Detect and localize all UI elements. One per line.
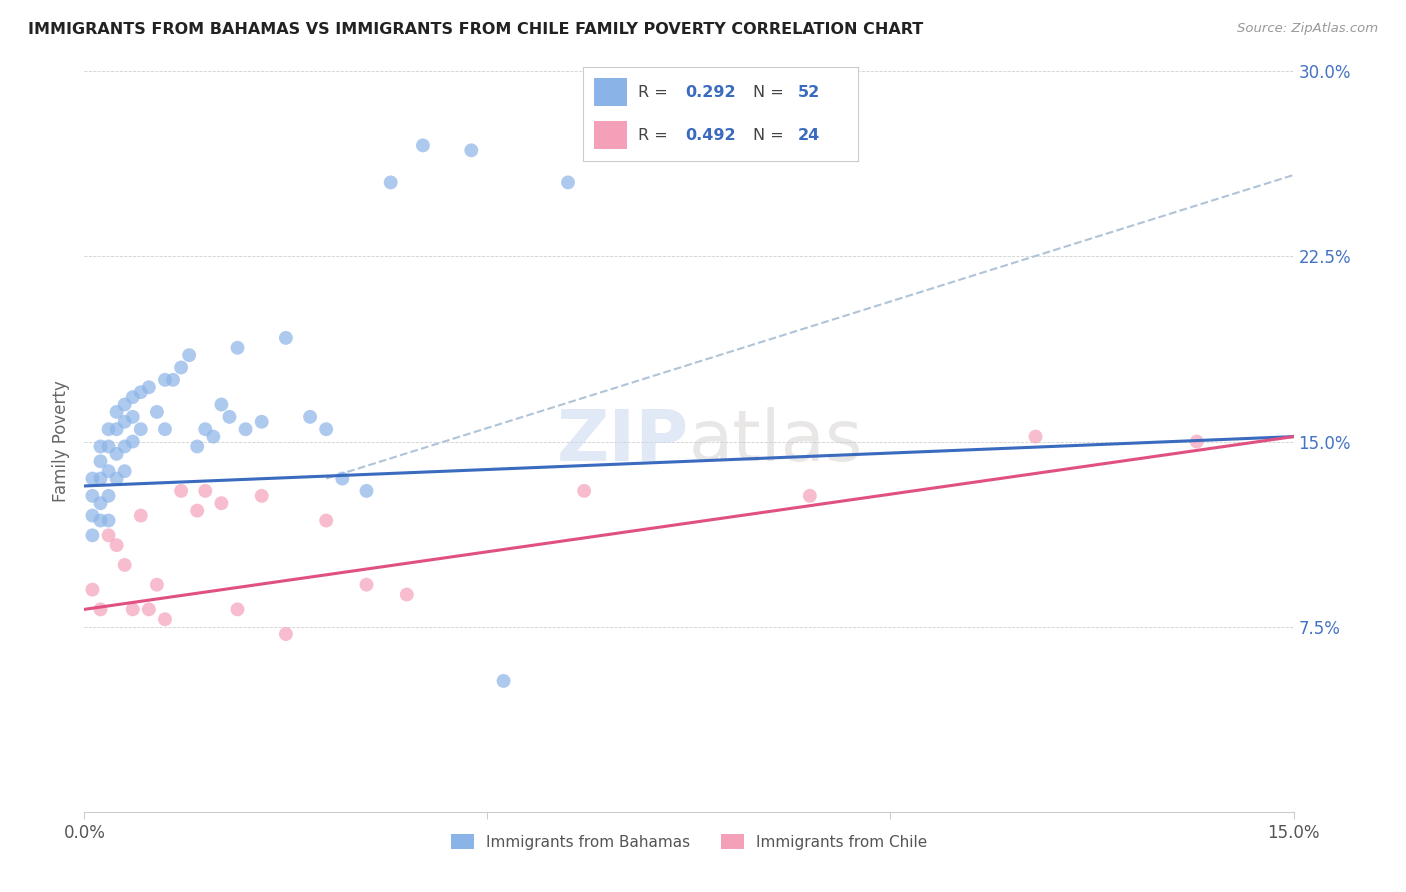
- Point: [114, 415, 136, 429]
- Point: [105, 471, 128, 485]
- Point: [129, 422, 152, 436]
- Point: [492, 673, 515, 688]
- Point: [235, 422, 257, 436]
- Point: [153, 612, 176, 626]
- Point: [380, 175, 402, 190]
- Point: [179, 348, 201, 362]
- Point: [129, 508, 152, 523]
- Point: [209, 398, 232, 412]
- Point: [299, 409, 322, 424]
- Point: [186, 440, 208, 454]
- Point: [274, 331, 297, 345]
- Text: 24: 24: [797, 128, 820, 143]
- Point: [315, 422, 337, 436]
- Point: [121, 390, 143, 404]
- Point: [162, 373, 184, 387]
- Point: [105, 405, 128, 419]
- Point: [89, 514, 111, 528]
- Point: [129, 385, 152, 400]
- Point: [202, 429, 225, 443]
- Point: [153, 373, 176, 387]
- Point: [114, 398, 136, 412]
- Point: [572, 483, 595, 498]
- Point: [460, 144, 482, 158]
- Point: [121, 409, 143, 424]
- Point: [105, 422, 128, 436]
- Point: [105, 447, 128, 461]
- Point: [97, 514, 120, 528]
- Point: [412, 138, 434, 153]
- Text: Source: ZipAtlas.com: Source: ZipAtlas.com: [1237, 22, 1378, 36]
- Point: [97, 528, 120, 542]
- Point: [209, 496, 232, 510]
- Point: [146, 577, 169, 591]
- Point: [250, 415, 273, 429]
- Point: [114, 440, 136, 454]
- Point: [114, 558, 136, 572]
- Bar: [595, 121, 627, 149]
- Point: [146, 405, 169, 419]
- Y-axis label: Family Poverty: Family Poverty: [52, 381, 70, 502]
- Point: [186, 503, 208, 517]
- Point: [82, 528, 104, 542]
- Point: [89, 602, 111, 616]
- Point: [170, 360, 193, 375]
- Text: N =: N =: [754, 128, 789, 143]
- Legend: Immigrants from Bahamas, Immigrants from Chile: Immigrants from Bahamas, Immigrants from…: [444, 828, 934, 856]
- Point: [1185, 434, 1208, 449]
- Point: [97, 440, 120, 454]
- Text: ZIP: ZIP: [557, 407, 689, 476]
- Point: [274, 627, 297, 641]
- Bar: [595, 78, 627, 106]
- Point: [194, 422, 217, 436]
- Point: [138, 380, 160, 394]
- Point: [356, 577, 378, 591]
- Point: [330, 471, 353, 485]
- Text: 0.492: 0.492: [685, 128, 735, 143]
- Point: [395, 588, 418, 602]
- Point: [89, 440, 111, 454]
- Point: [557, 175, 579, 190]
- Text: IMMIGRANTS FROM BAHAMAS VS IMMIGRANTS FROM CHILE FAMILY POVERTY CORRELATION CHAR: IMMIGRANTS FROM BAHAMAS VS IMMIGRANTS FR…: [28, 22, 924, 37]
- Point: [89, 496, 111, 510]
- Point: [89, 471, 111, 485]
- Text: 52: 52: [797, 85, 820, 100]
- Point: [121, 434, 143, 449]
- Point: [82, 508, 104, 523]
- Point: [799, 489, 821, 503]
- Point: [89, 454, 111, 468]
- Point: [194, 483, 217, 498]
- Point: [1025, 429, 1047, 443]
- Point: [97, 464, 120, 478]
- Text: 0.292: 0.292: [685, 85, 735, 100]
- Point: [97, 489, 120, 503]
- Text: R =: R =: [638, 85, 673, 100]
- Point: [315, 514, 337, 528]
- Point: [105, 538, 128, 552]
- Point: [82, 471, 104, 485]
- Text: atlas: atlas: [689, 407, 863, 476]
- Point: [121, 602, 143, 616]
- Point: [97, 422, 120, 436]
- Point: [114, 464, 136, 478]
- Point: [82, 489, 104, 503]
- Point: [170, 483, 193, 498]
- Point: [250, 489, 273, 503]
- Text: R =: R =: [638, 128, 673, 143]
- Point: [138, 602, 160, 616]
- Point: [82, 582, 104, 597]
- Point: [218, 409, 240, 424]
- Text: N =: N =: [754, 85, 789, 100]
- Point: [356, 483, 378, 498]
- Point: [226, 602, 249, 616]
- Point: [226, 341, 249, 355]
- Point: [153, 422, 176, 436]
